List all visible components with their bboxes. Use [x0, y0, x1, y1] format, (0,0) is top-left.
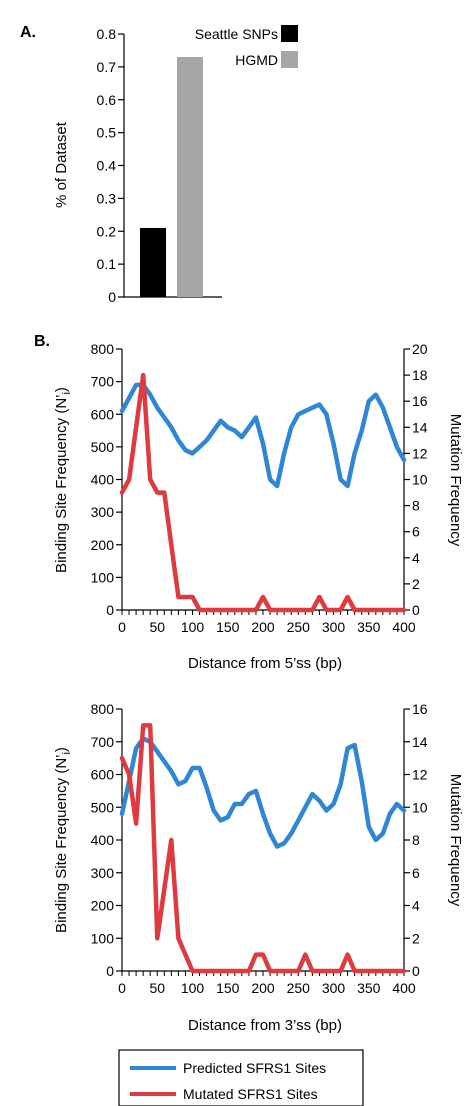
line-chart-3ss-axes: 0 100 200 300 400 500 600 700 800 0 2 4 6 8 10 12 14 16 0 5…: [91, 701, 428, 996]
line-chart-3ss-x-axis-title: Distance from 3’ss (bp): [188, 1017, 342, 1034]
line-chart-5ss-x-tick-label: 300: [322, 619, 346, 635]
line-chart-5ss-x-tick-label: 250: [287, 619, 311, 635]
line-chart-3ss-y2-tick-label: 10: [412, 799, 428, 815]
bar-seattle-snps: [140, 227, 166, 297]
line-chart-3ss-x-tick-label: 300: [322, 980, 346, 996]
line-chart-5ss-y2-tick-label: 10: [412, 472, 428, 488]
line-chart-3ss-x-tick-label: 400: [392, 980, 416, 996]
bar-chart-y-tick-label: 0.6: [97, 92, 117, 108]
bar-chart-y-axis-title: % of Dataset: [53, 121, 70, 208]
line-chart-5ss-axes: 0100200300400500600700800024681012141618…: [91, 341, 428, 635]
line-chart-5ss-y-tick-label: 200: [91, 537, 115, 553]
line-chart-5ss-y-tick-label: 600: [91, 406, 115, 422]
line-chart-3ss-x-tick-label: 100: [181, 980, 205, 996]
line-chart-3ss-y2-tick-label: 8: [412, 832, 420, 848]
panel-b-letter: B.: [34, 333, 50, 350]
line-chart-3ss-y2-tick-label: 0: [412, 963, 420, 979]
line-chart-5ss-y-tick-label: 100: [91, 569, 115, 585]
bar-chart-y-tick-label: 0: [108, 289, 116, 305]
line-chart-3ss-y-tick-label: 800: [91, 701, 115, 717]
line-chart-5ss-y2-tick-label: 16: [412, 393, 428, 409]
line-chart-5ss-y2-tick-label: 6: [412, 524, 420, 540]
line-chart-5ss-y2-tick-label: 12: [412, 445, 428, 461]
bar-chart-y-tick-label: 0.5: [97, 125, 117, 141]
line-chart-5ss-series-predicted-sites: [119, 382, 407, 489]
line-chart-legend: Predicted SFRS1 Sites Mutated SFRS1 Site…: [118, 1049, 364, 1106]
bar-chart-bars: [140, 57, 203, 298]
line-chart-3ss-x-tick-label: 250: [287, 980, 311, 996]
line-chart-5ss-y2-tick-label: 4: [412, 550, 420, 566]
line-chart-5ss-y2-axis-title: Mutation Frequency: [447, 414, 464, 547]
line-chart-3ss-y-tick-label: 500: [91, 799, 115, 815]
line-chart-3ss-y2-tick-label: 6: [412, 865, 420, 881]
bar-chart-y-tick-label: 0.7: [97, 59, 117, 75]
line-chart-5ss-y-tick-label: 500: [91, 439, 115, 455]
bar-chart-y-tick-label: 0.4: [97, 158, 117, 174]
line-chart-3ss-y-axis-title: Binding Site Frequency (N’i): [53, 747, 73, 933]
line-chart-3ss-x-tick-label: 350: [357, 980, 381, 996]
line-chart-3ss-series-predicted-sites: [119, 736, 407, 849]
line-chart-5ss-y-axis-title: Binding Site Frequency (N’i): [53, 387, 73, 573]
line-chart-5ss-x-tick-label: 400: [392, 619, 416, 635]
line-chart-3ss-x-tick-label: 50: [149, 980, 165, 996]
line-chart-3ss-y2-tick-label: 12: [412, 767, 428, 783]
bar-chart-y-tick-label: 0.2: [97, 223, 117, 239]
legend-label-mutated: Mutated SFRS1 Sites: [183, 1086, 318, 1102]
line-chart-5ss-series: [119, 372, 407, 613]
line-chart-3ss-y-tick-label: 400: [91, 832, 115, 848]
legend-swatch-seattle-snps: [281, 25, 298, 42]
line-chart-5ss-series-mutated-sites: [119, 372, 407, 613]
line-chart-5ss-y-tick-label: 800: [91, 341, 115, 357]
line-chart-3ss-x-tick-label: 0: [118, 980, 126, 996]
line-chart-5ss-y2-tick-label: 18: [412, 367, 428, 383]
line-chart-3ss-y2-tick-label: 4: [412, 898, 420, 914]
line-chart-3ss-y-tick-label: 0: [106, 963, 114, 979]
line-chart-3ss-y-tick-label: 200: [91, 898, 115, 914]
legend-label-seattle-snps: Seattle SNPs: [195, 26, 278, 42]
line-chart-5ss-x-tick-label: 50: [149, 619, 165, 635]
line-chart-5ss-y2-tick-label: 20: [412, 341, 428, 357]
line-chart-5ss-x-tick-label: 150: [216, 619, 240, 635]
line-chart-3ss-x-tick-label: 150: [216, 980, 240, 996]
bar-chart-y-axis: 0 0.1 0.2 0.3 0.4 0.5 0.6 0.7 0.8: [97, 26, 222, 305]
line-chart-5ss-y2-tick-label: 0: [412, 602, 420, 618]
panel-a-letter: A.: [20, 24, 36, 41]
bar-hgmd: [177, 57, 203, 298]
line-chart-3ss-y-tick-label: 300: [91, 865, 115, 881]
line-chart-5ss-y2-tick-label: 14: [412, 419, 428, 435]
line-chart-3ss-y-tick-label: 600: [91, 767, 115, 783]
line-chart-3ss-y2-tick-label: 16: [412, 701, 428, 717]
legend-label-predicted: Predicted SFRS1 Sites: [183, 1060, 326, 1076]
line-chart-5ss-y-tick-label: 700: [91, 374, 115, 390]
line-chart-3ss-y2-axis-title: Mutation Frequency: [447, 774, 464, 907]
line-chart-5ss-x-tick-label: 350: [357, 619, 381, 635]
bar-chart-y-tick-label: 0.1: [97, 256, 117, 272]
bar-chart-y-tick-label: 0.3: [97, 190, 117, 206]
line-chart-3ss-y-tick-label: 100: [91, 930, 115, 946]
bar-chart-y-tick-label: 0.8: [97, 26, 117, 42]
line-chart-5ss: Binding Site Frequency (N’i) Mutation Fr…: [53, 341, 464, 672]
line-chart-5ss-y-tick-label: 400: [91, 472, 115, 488]
bar-chart-legend: Seattle SNPs HGMD: [195, 25, 298, 68]
line-chart-3ss-y2-tick-label: 14: [412, 734, 428, 750]
line-chart-3ss-series: [119, 723, 407, 974]
line-chart-3ss: Binding Site Frequency (N’i) Mutation Fr…: [53, 701, 464, 1034]
bar-chart-panel-a: A. % of Dataset 0 0.1 0.2 0.3 0.4 0.5 0.6 0.7 0.…: [20, 24, 298, 305]
line-chart-legend-box: [118, 1049, 364, 1106]
line-chart-5ss-y-tick-label: 300: [91, 504, 115, 520]
line-chart-3ss-y2-tick-label: 2: [412, 930, 420, 946]
line-chart-5ss-y-tick-label: 0: [106, 602, 114, 618]
line-chart-3ss-y-tick-label: 700: [91, 734, 115, 750]
legend-label-hgmd: HGMD: [235, 52, 278, 68]
line-chart-5ss-x-tick-label: 100: [181, 619, 205, 635]
line-chart-5ss-x-tick-label: 200: [251, 619, 275, 635]
line-chart-5ss-x-axis-title: Distance from 5’ss (bp): [188, 655, 342, 672]
line-chart-5ss-y2-tick-label: 2: [412, 576, 420, 592]
line-chart-5ss-y2-tick-label: 8: [412, 498, 420, 514]
line-chart-3ss-x-tick-label: 200: [251, 980, 275, 996]
line-chart-3ss-series-mutated-sites: [119, 723, 407, 974]
line-chart-5ss-x-tick-label: 0: [118, 619, 126, 635]
legend-swatch-hgmd: [281, 51, 298, 68]
